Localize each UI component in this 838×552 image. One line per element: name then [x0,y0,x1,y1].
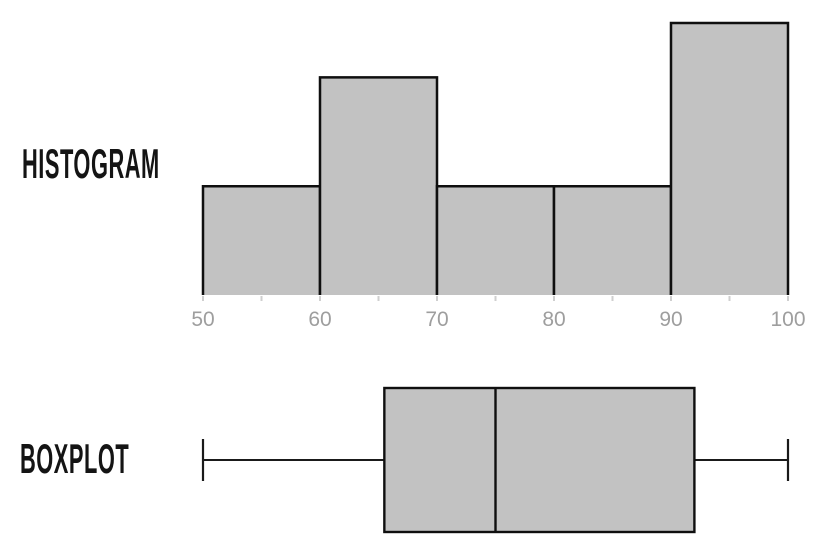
histogram-bar-fill-70-80 [437,186,554,295]
x-tick-label-50: 50 [191,308,214,331]
histogram-bar-fill-60-70 [320,77,437,296]
x-tick-label-90: 90 [659,308,682,331]
boxplot-iqr-box [383,386,696,534]
x-tick-label-100: 100 [770,308,805,331]
x-tick-label-70: 70 [425,308,448,331]
histogram-label: HISTOGRAM [22,140,160,187]
boxplot-label: BOXPLOT [20,435,130,482]
histogram-bar-fill-50-60 [203,186,320,295]
histogram-bar-outline-90-100 [669,21,790,295]
histogram-bar-fill-90-100 [671,23,788,295]
x-tick-label-80: 80 [542,308,565,331]
histogram-bar-fill-80-90 [554,186,671,295]
x-tick-label-60: 60 [308,308,331,331]
